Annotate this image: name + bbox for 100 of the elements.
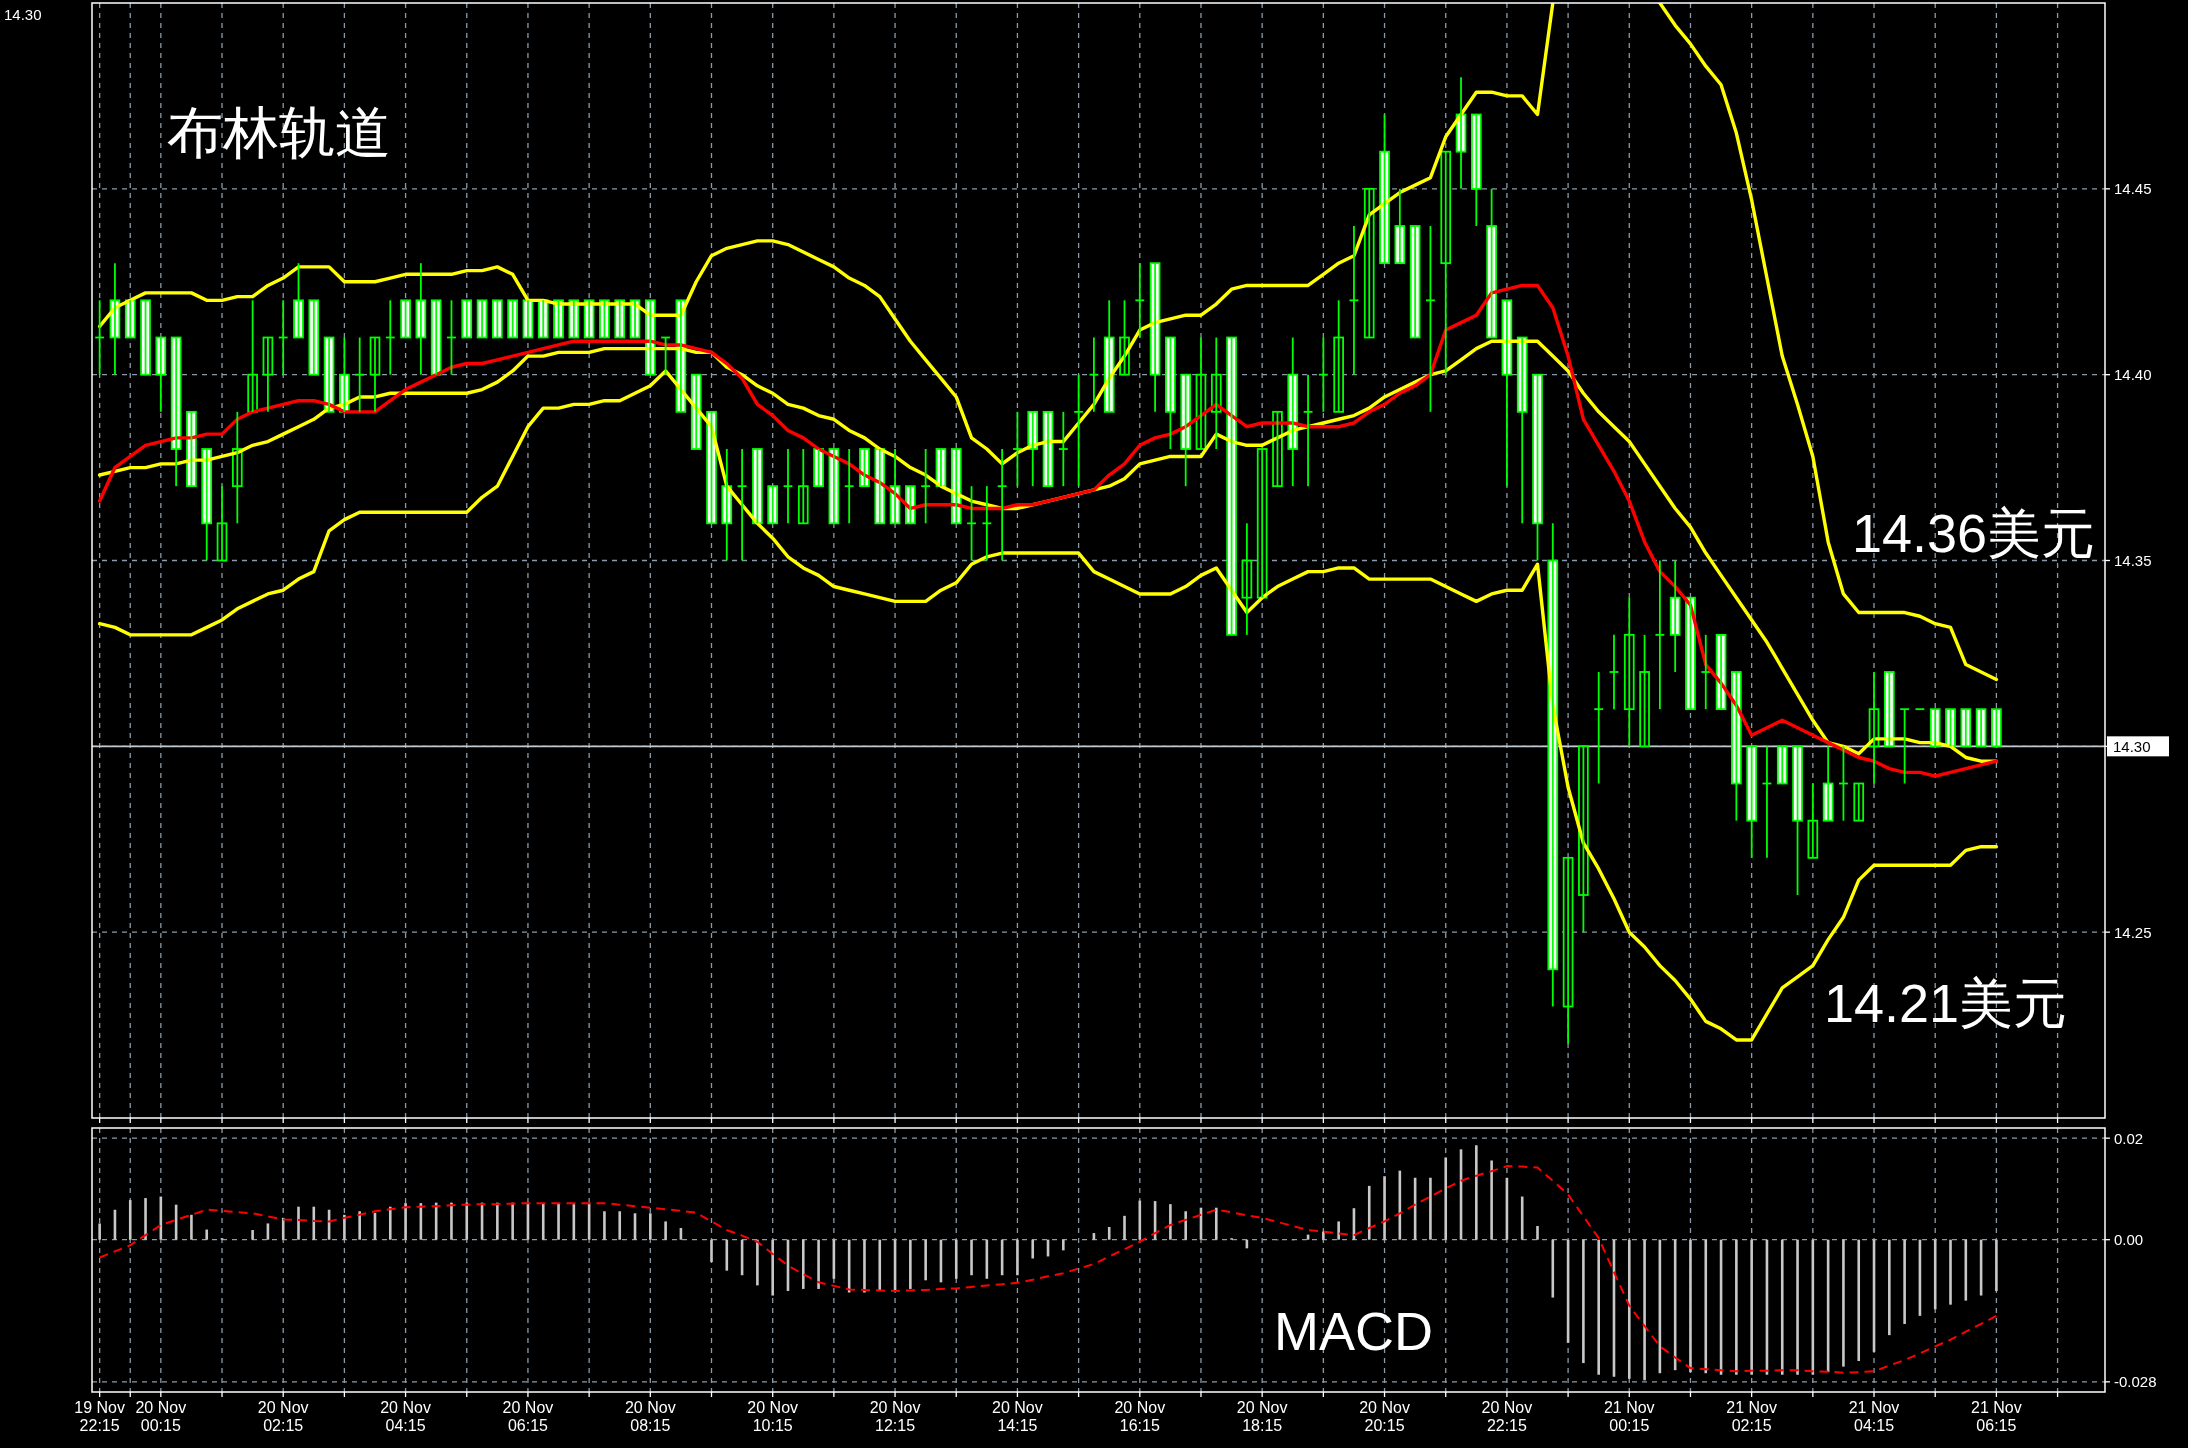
candlestick <box>492 299 503 339</box>
bar <box>1995 1239 1998 1291</box>
bar <box>664 1221 667 1240</box>
bar <box>541 1203 545 1240</box>
candlestick <box>1960 708 1972 748</box>
bar <box>1780 1239 1784 1375</box>
candlestick <box>1042 410 1054 488</box>
bar <box>1903 1239 1906 1324</box>
candlestick <box>614 299 626 339</box>
y-tick-label: 0.02 <box>2114 1129 2144 1147</box>
y-tick-label: 14.45 <box>2114 180 2152 198</box>
bar <box>557 1203 560 1240</box>
x-tick-label: 21 Nov 02:15 <box>1726 1399 1778 1434</box>
candlestick <box>537 299 549 339</box>
candlestick <box>1409 225 1421 339</box>
candlestick <box>752 448 763 525</box>
bar <box>1169 1204 1172 1240</box>
bar <box>1689 1239 1692 1373</box>
annotation: 14.36美元 <box>1852 503 2096 563</box>
x-tick-label: 20 Nov 20:15 <box>1359 1399 1410 1434</box>
candlestick <box>828 448 840 525</box>
candlestick <box>430 299 442 376</box>
bar <box>618 1211 622 1240</box>
bar <box>205 1229 209 1240</box>
candlestick <box>461 299 473 339</box>
bar <box>801 1239 805 1289</box>
bar <box>496 1202 499 1240</box>
bar <box>251 1230 254 1240</box>
candlestick <box>1532 373 1543 562</box>
bar <box>603 1211 606 1240</box>
bar <box>1016 1239 1019 1276</box>
candlestick <box>293 262 304 339</box>
bar <box>1383 1176 1386 1240</box>
candlestick <box>629 299 641 339</box>
candlestick <box>1272 410 1283 488</box>
bar <box>924 1239 927 1281</box>
bar <box>954 1239 958 1279</box>
x-tick-label: 20 Nov 02:15 <box>257 1399 309 1434</box>
bar <box>1796 1239 1799 1375</box>
bar <box>1750 1239 1753 1375</box>
candlestick <box>1776 745 1788 785</box>
candlestick <box>1975 708 1987 748</box>
bar <box>1597 1239 1600 1375</box>
bar <box>1888 1239 1891 1336</box>
bar <box>297 1206 300 1240</box>
bar <box>1857 1239 1861 1362</box>
candlestick <box>553 299 564 339</box>
y-tick-label: 14.40 <box>2114 366 2152 384</box>
bar <box>878 1239 882 1291</box>
candlestick <box>507 299 518 339</box>
bar <box>1643 1239 1646 1381</box>
bar <box>388 1206 392 1240</box>
bar <box>1444 1157 1448 1240</box>
text: 14.30 <box>4 6 42 23</box>
candlestick <box>1899 708 1910 785</box>
bar <box>128 1200 132 1240</box>
candlestick <box>706 410 717 525</box>
candlestick <box>767 485 779 525</box>
bar <box>1536 1225 1539 1240</box>
candlestick <box>1945 708 1956 748</box>
candlestick <box>813 448 824 488</box>
bar <box>1582 1239 1585 1364</box>
bar <box>1337 1221 1340 1240</box>
bar <box>725 1239 729 1271</box>
annotation: 布林轨道 <box>167 101 391 164</box>
candlestick <box>935 448 947 488</box>
candlestick <box>400 299 411 339</box>
candlestick <box>1379 113 1390 265</box>
bar <box>863 1239 866 1293</box>
bar <box>312 1206 316 1240</box>
candlestick <box>308 299 320 376</box>
bar <box>1520 1196 1524 1240</box>
candlestick <box>1363 187 1375 339</box>
bar <box>98 1223 101 1240</box>
candlestick <box>1685 596 1696 711</box>
x-tick-label: 20 Nov 14:15 <box>992 1399 1043 1434</box>
bar <box>404 1203 407 1240</box>
candlestick <box>1883 671 1895 748</box>
bar <box>1842 1239 1845 1367</box>
line-series <box>98 1165 1998 1374</box>
x-tick-label: 20 Nov 06:15 <box>502 1399 554 1434</box>
candlestick <box>1991 708 2002 748</box>
bar <box>190 1214 193 1240</box>
bar <box>358 1211 361 1240</box>
candlestick <box>966 485 977 562</box>
x-tick-label: 21 Nov 04:15 <box>1848 1399 1900 1434</box>
bar <box>710 1239 713 1263</box>
y-tick-label: 0.00 <box>2114 1231 2144 1249</box>
candlestick <box>140 299 151 376</box>
bar <box>1475 1145 1478 1240</box>
candlestick <box>644 299 656 376</box>
candlestick <box>1853 782 1865 822</box>
candlestick <box>1929 708 1941 748</box>
x-tick-label: 20 Nov 10:15 <box>747 1399 799 1434</box>
candlestick <box>690 373 702 450</box>
y-tick-label: 14.25 <box>2114 923 2152 941</box>
candlestick <box>1425 225 1436 413</box>
x-tick-label: 20 Nov 18:15 <box>1236 1399 1288 1434</box>
x-tick-label: 20 Nov 12:15 <box>869 1399 921 1434</box>
bar <box>771 1239 774 1296</box>
